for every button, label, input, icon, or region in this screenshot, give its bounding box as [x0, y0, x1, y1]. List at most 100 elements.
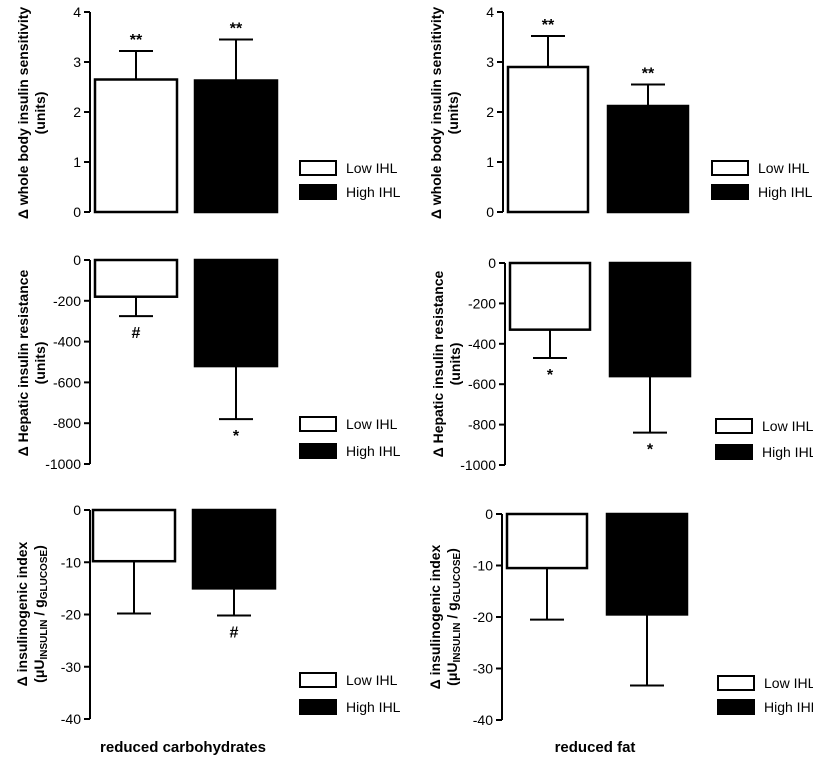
panel-4: 0 -200 -400 -600 -800 -1000 * * Low IHL High IHL — [460, 255, 813, 473]
legend-label-low: Low IHL — [346, 416, 398, 432]
legend-label-low: Low IHL — [758, 160, 810, 176]
y-tick-label: -10 — [61, 554, 81, 570]
legend-label-low: Low IHL — [346, 672, 398, 688]
y-tick-label: 1 — [486, 154, 494, 170]
bar-low-ihl — [93, 78, 179, 214]
y-tick-label: -30 — [61, 659, 81, 675]
bar-low-ihl — [91, 508, 177, 563]
y-tick-label: 2 — [486, 104, 494, 120]
panel-5: 0 -10 -20 -30 -40 # Low IHL High IHL — [61, 502, 401, 727]
bar-high-ihl — [191, 508, 277, 590]
bar-low-ihl — [505, 512, 589, 570]
legend-swatch-high — [299, 443, 337, 459]
panel-6: 0 -10 -20 -30 -40 Low IHL High IHL — [473, 506, 813, 728]
y-tick-label: -600 — [468, 376, 496, 392]
ylabel-line2: (units) — [32, 92, 48, 135]
y-tick-label: -30 — [473, 661, 493, 677]
ylabel-hepatic-left: Δ Hepatic insulin resistance (units) — [15, 269, 48, 456]
y-tick-label: 0 — [73, 204, 81, 220]
bar-low-ihl — [508, 261, 592, 331]
ylabel-sensitivity-right: Δ whole body insulin sensitivity (units) — [428, 7, 461, 220]
significance-label: ** — [130, 32, 143, 49]
panel-2: 0 1 2 3 4 ** ** Low IHL High IHL — [486, 4, 812, 220]
y-tick-label: -20 — [61, 607, 81, 623]
legend-swatch-high — [715, 444, 753, 460]
ylabel-line2: (μUINSULIN / gGLUCOSE) — [31, 545, 50, 683]
significance-label: ** — [542, 17, 555, 34]
ylabel-insulinogenic-right: Δ insulinogenic index (μUINSULIN / gGLUC… — [427, 544, 463, 689]
y-tick-label: 2 — [73, 104, 81, 120]
y-tick-label: 4 — [486, 4, 494, 20]
legend-label-low: Low IHL — [346, 160, 398, 176]
bar-high-ihl — [193, 258, 279, 368]
legend-swatch-low — [717, 675, 755, 691]
significance-label: * — [647, 442, 654, 459]
panel-3: 0 -200 -400 -600 -800 -1000 # * Low IHL High IHL — [45, 252, 400, 472]
ylabel-line2: (units) — [32, 342, 48, 385]
xcaption-left: reduced carbohydrates — [100, 739, 266, 756]
ylabel-line2: (units) — [445, 92, 461, 135]
y-tick-label: -40 — [473, 712, 493, 728]
legend-swatch-low — [715, 418, 753, 434]
legend-label-low: Low IHL — [762, 418, 813, 434]
legend-label-low: Low IHL — [764, 675, 813, 691]
y-tick-label: -1000 — [460, 457, 496, 473]
legend-label-high: High IHL — [764, 699, 813, 715]
y-tick-label: 0 — [485, 506, 493, 522]
legend-swatch-high — [299, 184, 337, 200]
legend-swatch-low — [299, 160, 337, 176]
legend-swatch-low — [299, 672, 337, 688]
legend-swatch-high — [711, 184, 749, 200]
legend-swatch-high — [717, 699, 755, 715]
xcaption-right: reduced fat — [555, 739, 636, 756]
y-tick-label: 0 — [486, 204, 494, 220]
y-tick-label: -1000 — [45, 456, 81, 472]
y-tick-label: -400 — [468, 336, 496, 352]
significance-label: * — [547, 367, 554, 384]
y-tick-label: -600 — [53, 374, 81, 390]
ylabel-line1: Δ Hepatic insulin resistance — [15, 269, 31, 456]
legend-label-high: High IHL — [346, 184, 401, 200]
bar-high-ihl — [193, 79, 279, 214]
legend-label-high: High IHL — [346, 699, 401, 715]
bar-high-ihl — [608, 261, 692, 378]
ylabel-line1: Δ whole body insulin sensitivity — [428, 7, 444, 220]
ylabel-line1: Δ whole body insulin sensitivity — [15, 7, 31, 220]
ylabel-hepatic-right: Δ Hepatic insulin resistance (units) — [430, 270, 463, 457]
legend-swatch-low — [299, 416, 337, 432]
ylabel-line1: Δ insulinogenic index — [14, 541, 30, 686]
legend-swatch-high — [299, 699, 337, 715]
bar-high-ihl — [605, 512, 689, 616]
bar-low-ihl — [93, 258, 179, 298]
y-tick-label: -20 — [473, 609, 493, 625]
significance-label: # — [132, 325, 141, 342]
y-tick-label: -200 — [53, 293, 81, 309]
y-tick-label: -200 — [468, 295, 496, 311]
panel-1: 0 1 2 3 4 ** ** Low IHL High IHL — [73, 4, 400, 220]
legend-label-high: High IHL — [346, 443, 401, 459]
y-tick-label: 4 — [73, 4, 81, 20]
significance-label: * — [233, 428, 240, 445]
ylabel-line2: (μUINSULIN / gGLUCOSE) — [444, 548, 463, 686]
legend-swatch-low — [711, 160, 749, 176]
y-tick-label: -10 — [473, 558, 493, 574]
significance-label: ** — [642, 66, 655, 83]
y-tick-label: -800 — [53, 415, 81, 431]
y-tick-label: 3 — [73, 54, 81, 70]
bar-low-ihl — [506, 65, 590, 214]
ylabel-line1: Δ insulinogenic index — [427, 544, 443, 689]
y-tick-label: 0 — [73, 502, 81, 518]
legend-label-high: High IHL — [762, 444, 813, 460]
y-tick-label: -400 — [53, 334, 81, 350]
y-tick-label: 3 — [486, 54, 494, 70]
y-tick-label: 1 — [73, 154, 81, 170]
y-tick-label: 0 — [73, 252, 81, 268]
y-tick-label: -40 — [61, 711, 81, 727]
ylabel-insulinogenic-left: Δ insulinogenic index (μUINSULIN / gGLUC… — [14, 541, 50, 686]
bar-high-ihl — [606, 104, 690, 214]
y-tick-label: 0 — [488, 255, 496, 271]
ylabel-line1: Δ Hepatic insulin resistance — [430, 270, 446, 457]
ylabel-line2: (units) — [447, 343, 463, 386]
